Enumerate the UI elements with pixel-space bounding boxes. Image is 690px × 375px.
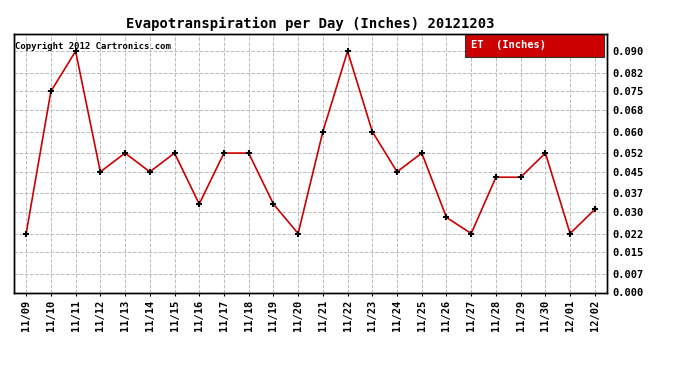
FancyBboxPatch shape (465, 34, 604, 57)
Title: Evapotranspiration per Day (Inches) 20121203: Evapotranspiration per Day (Inches) 2012… (126, 17, 495, 31)
Text: Copyright 2012 Cartronics.com: Copyright 2012 Cartronics.com (15, 42, 171, 51)
Text: ET  (Inches): ET (Inches) (471, 40, 546, 50)
